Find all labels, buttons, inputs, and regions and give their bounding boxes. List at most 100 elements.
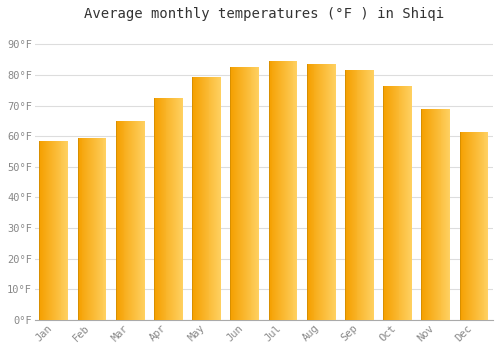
- Bar: [53, 141, 54, 320]
- Bar: [254, 67, 256, 320]
- Bar: [327, 64, 328, 320]
- Bar: [476, 132, 477, 320]
- Bar: [270, 61, 272, 320]
- Bar: [354, 70, 356, 320]
- Bar: [256, 67, 257, 320]
- Bar: [237, 67, 238, 320]
- Bar: [172, 98, 173, 320]
- Bar: [89, 138, 90, 320]
- Bar: [482, 132, 484, 320]
- Bar: [308, 64, 309, 320]
- Bar: [58, 141, 59, 320]
- Bar: [217, 77, 218, 320]
- Bar: [474, 132, 475, 320]
- Bar: [288, 61, 290, 320]
- Bar: [130, 121, 131, 320]
- Bar: [429, 108, 430, 320]
- Bar: [142, 121, 144, 320]
- Bar: [449, 108, 450, 320]
- Bar: [122, 121, 124, 320]
- Bar: [433, 108, 434, 320]
- Bar: [386, 86, 387, 320]
- Bar: [324, 64, 325, 320]
- Bar: [201, 77, 202, 320]
- Bar: [158, 98, 159, 320]
- Bar: [436, 108, 438, 320]
- Bar: [384, 86, 385, 320]
- Bar: [486, 132, 488, 320]
- Bar: [322, 64, 323, 320]
- Bar: [426, 108, 427, 320]
- Bar: [312, 64, 314, 320]
- Bar: [48, 141, 49, 320]
- Bar: [195, 77, 196, 320]
- Bar: [424, 108, 426, 320]
- Bar: [181, 98, 182, 320]
- Bar: [117, 121, 118, 320]
- Bar: [409, 86, 410, 320]
- Bar: [216, 77, 217, 320]
- Bar: [370, 70, 371, 320]
- Bar: [92, 138, 93, 320]
- Bar: [366, 70, 367, 320]
- Bar: [238, 67, 239, 320]
- Bar: [245, 67, 246, 320]
- Bar: [325, 64, 326, 320]
- Bar: [258, 67, 259, 320]
- Bar: [360, 70, 362, 320]
- Bar: [196, 77, 197, 320]
- Bar: [50, 141, 51, 320]
- Bar: [90, 138, 91, 320]
- Bar: [54, 141, 55, 320]
- Bar: [91, 138, 92, 320]
- Bar: [283, 61, 284, 320]
- Bar: [133, 121, 134, 320]
- Bar: [160, 98, 161, 320]
- Bar: [279, 61, 280, 320]
- Bar: [134, 121, 135, 320]
- Bar: [371, 70, 372, 320]
- Bar: [240, 67, 241, 320]
- Bar: [466, 132, 468, 320]
- Bar: [40, 141, 42, 320]
- Bar: [47, 141, 48, 320]
- Bar: [328, 64, 329, 320]
- Bar: [473, 132, 474, 320]
- Bar: [296, 61, 298, 320]
- Bar: [210, 77, 212, 320]
- Bar: [464, 132, 466, 320]
- Bar: [398, 86, 400, 320]
- Bar: [460, 132, 462, 320]
- Bar: [173, 98, 174, 320]
- Bar: [104, 138, 106, 320]
- Bar: [170, 98, 172, 320]
- Bar: [434, 108, 435, 320]
- Bar: [346, 70, 347, 320]
- Bar: [368, 70, 369, 320]
- Bar: [159, 98, 160, 320]
- Bar: [290, 61, 292, 320]
- Bar: [484, 132, 486, 320]
- Bar: [44, 141, 45, 320]
- Bar: [276, 61, 278, 320]
- Bar: [442, 108, 444, 320]
- Bar: [177, 98, 178, 320]
- Bar: [407, 86, 408, 320]
- Bar: [64, 141, 66, 320]
- Bar: [318, 64, 320, 320]
- Bar: [126, 121, 128, 320]
- Bar: [478, 132, 480, 320]
- Bar: [281, 61, 282, 320]
- Bar: [138, 121, 139, 320]
- Bar: [42, 141, 43, 320]
- Bar: [135, 121, 136, 320]
- Bar: [282, 61, 283, 320]
- Bar: [116, 121, 117, 320]
- Bar: [193, 77, 194, 320]
- Bar: [268, 61, 270, 320]
- Bar: [348, 70, 349, 320]
- Bar: [427, 108, 428, 320]
- Bar: [102, 138, 104, 320]
- Bar: [56, 141, 58, 320]
- Bar: [286, 61, 287, 320]
